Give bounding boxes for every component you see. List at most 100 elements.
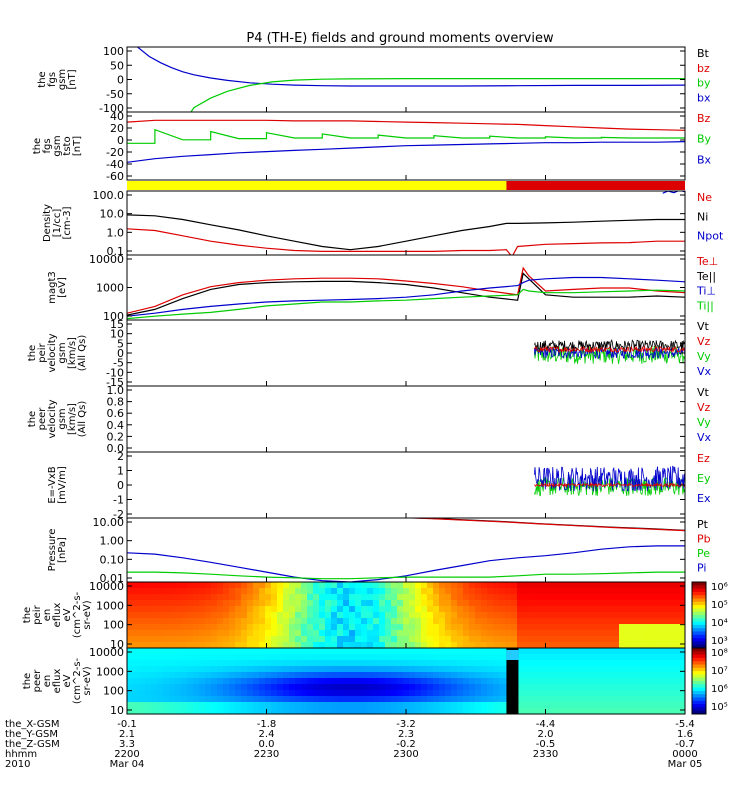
heatmap-cell [307,588,314,595]
heatmap-cell [373,630,380,637]
heatmap-cell [445,660,452,667]
heatmap-cell [385,594,392,601]
heatmap-cell [535,618,542,625]
heatmap-cell [463,678,470,685]
colorbar-step [692,674,706,679]
series-line-red [397,518,685,532]
heatmap-cell [295,618,302,625]
series-line-black [533,339,685,353]
y-tick-label: 10000 [89,580,124,593]
heatmap-cell [127,678,134,685]
heatmap-cell [541,702,548,709]
y-tick-label: 50 [110,59,124,72]
y-axis-label: gsm [52,135,63,156]
heatmap-cell [679,594,685,601]
heatmap-cell [463,594,470,601]
heatmap-cell [391,588,398,595]
heatmap-cell [505,588,512,595]
heatmap-cell [589,582,596,589]
heatmap-cell [157,582,164,589]
heatmap-cell [361,606,368,613]
heatmap-cell [493,636,500,643]
heatmap-cell [205,690,212,697]
heatmap-cell [175,606,182,613]
heatmap-cell [277,666,284,673]
heatmap-cell [439,618,446,625]
heatmap-cell [319,636,326,643]
heatmap-cell [577,624,584,631]
heatmap-cell [367,684,374,691]
heatmap-cell [475,600,482,607]
heatmap-cell [607,708,614,714]
heatmap-cell [337,636,344,643]
heatmap-cell [289,624,296,631]
heatmap-cell [553,702,560,709]
heatmap-cell [475,690,482,697]
heatmap-cell [319,654,326,661]
x-axis-row-label: hhmm [5,749,37,760]
heatmap-cell [235,648,242,655]
legend-entry: Pi [697,562,706,575]
heatmap-cell [643,666,650,673]
heatmap-cell [181,708,188,714]
heatmap-cell [193,582,200,589]
y-tick-label: 0.4 [107,419,125,432]
heatmap-cell [475,708,482,714]
heatmap-cell [601,678,608,685]
heatmap-cell [175,696,182,703]
heatmap-cell [259,672,266,679]
heatmap-cell [379,582,386,589]
heatmap-cell [547,642,554,648]
heatmap-cell [211,678,218,685]
heatmap-cell [625,690,632,697]
heatmap-cell [427,618,434,625]
heatmap-cell [391,606,398,613]
y-axis-label: [km/s] [67,403,78,435]
heatmap-cell [367,654,374,661]
heatmap-cell [409,672,416,679]
heatmap-cell [337,606,344,613]
heatmap-cell [589,594,596,601]
heatmap-cell [535,654,542,661]
heatmap-cell [259,666,266,673]
heatmap-cell [673,624,680,631]
heatmap-cell [199,624,206,631]
heatmap-cell [217,588,224,595]
heatmap-cell [295,696,302,703]
heatmap-cell [547,696,554,703]
heatmap-cell [397,636,404,643]
heatmap-cell [271,702,278,709]
heatmap-cell [403,600,410,607]
heatmap-cell [289,594,296,601]
heatmap-cell [277,660,284,667]
heatmap-cell [571,582,578,589]
heatmap-cell [457,696,464,703]
heatmap-cell [139,648,146,655]
heatmap-cell [679,666,685,673]
heatmap-cell [457,678,464,685]
heatmap-cell [211,648,218,655]
y-tick-label: 0 [117,134,124,147]
heatmap-cell [661,696,668,703]
heatmap-cell [211,672,218,679]
heatmap-cell [553,660,560,667]
heatmap-cell [259,708,266,714]
heatmap-cell [325,708,332,714]
heatmap-cell [301,672,308,679]
heatmap-cell [235,624,242,631]
heatmap-cell [655,588,662,595]
heatmap-cell [145,666,152,673]
heatmap-cell [151,654,158,661]
heatmap-cell [637,588,644,595]
heatmap-cell [277,612,284,619]
heatmap-cell [631,672,638,679]
colorbar-step [692,588,706,593]
heatmap-cell [511,582,518,589]
heatmap-cell [253,630,260,637]
heatmap-cell [259,600,266,607]
heatmap-cell [181,654,188,661]
heatmap-cell [619,660,626,667]
heatmap-cell [517,636,524,643]
heatmap-cell [259,678,266,685]
